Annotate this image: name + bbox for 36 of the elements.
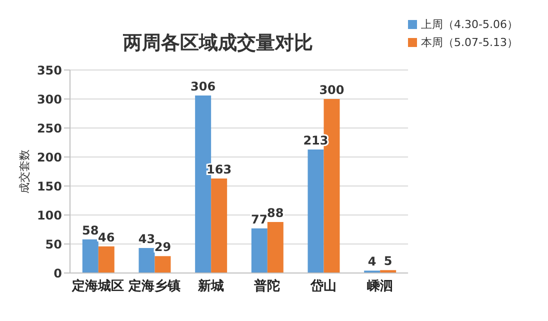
y-tick-label: 350 xyxy=(36,63,62,78)
bar xyxy=(154,256,171,273)
y-axis-title: 成交套数 xyxy=(18,150,31,194)
bar xyxy=(98,246,114,273)
data-label: 300 xyxy=(319,83,344,97)
y-tick-label: 200 xyxy=(36,150,62,164)
data-label: 77 xyxy=(251,212,268,226)
legend-label: 本周（5.07-5.13） xyxy=(421,36,518,49)
data-label: 4 xyxy=(368,254,376,269)
bar xyxy=(308,149,324,273)
legend-label: 上周（4.30-5.06） xyxy=(421,18,518,31)
bar xyxy=(211,178,228,273)
data-label: 306 xyxy=(190,80,216,94)
bar xyxy=(251,228,268,273)
bar xyxy=(267,222,284,273)
x-tick-label: 新城 xyxy=(196,278,224,294)
y-tick-label: 50 xyxy=(45,237,62,252)
bar xyxy=(138,248,155,273)
data-label: 5 xyxy=(384,254,392,268)
y-tick-label: 0 xyxy=(54,266,62,280)
data-label: 58 xyxy=(82,223,99,238)
x-tick-label: 定海乡镇 xyxy=(128,278,181,294)
chart-title: 两周各区域成交量对比 xyxy=(122,31,314,56)
bar xyxy=(82,239,98,273)
data-label: 46 xyxy=(98,230,115,244)
y-tick-label: 250 xyxy=(36,121,62,136)
data-label: 43 xyxy=(138,232,156,246)
y-tick-label: 300 xyxy=(36,92,62,106)
data-label: 88 xyxy=(267,206,284,220)
x-tick-label: 岱山 xyxy=(310,278,337,294)
y-tick-label: 150 xyxy=(36,179,62,194)
x-tick-label: 普陀 xyxy=(253,278,280,294)
y-tick-label: 100 xyxy=(36,208,62,222)
x-tick-label: 嵊泗 xyxy=(366,279,393,294)
data-label: 29 xyxy=(154,240,172,254)
x-tick-label: 定海城区 xyxy=(71,278,124,294)
